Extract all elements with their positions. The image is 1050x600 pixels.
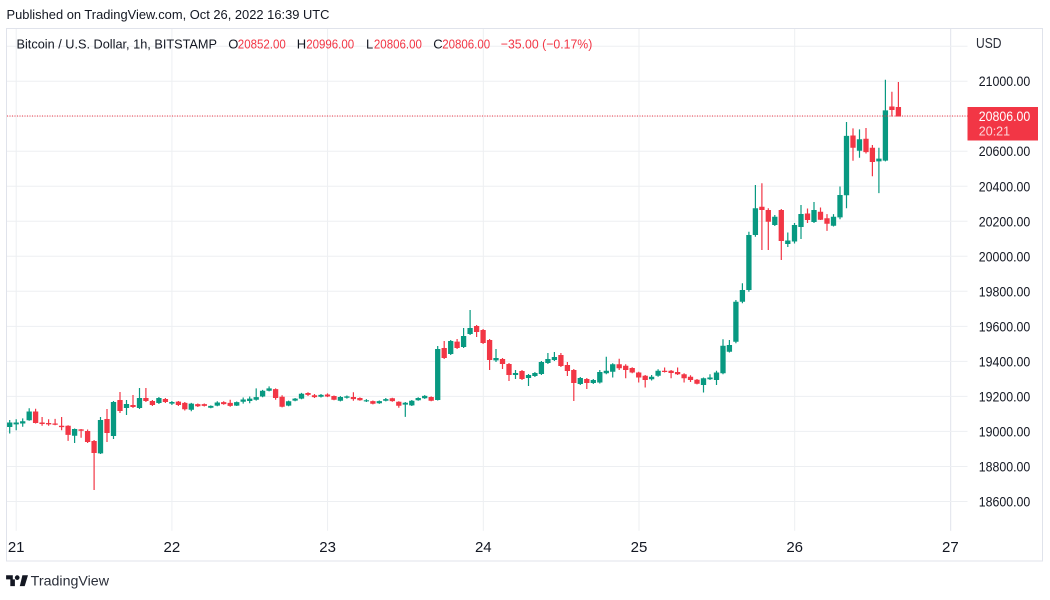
- svg-text:20000.00: 20000.00: [979, 248, 1031, 264]
- svg-text:24: 24: [475, 539, 492, 556]
- svg-text:27: 27: [942, 539, 959, 556]
- svg-text:20852.00: 20852.00: [238, 37, 286, 52]
- svg-text:C: C: [433, 37, 442, 52]
- svg-text:22: 22: [164, 539, 181, 556]
- svg-text:25: 25: [631, 539, 648, 556]
- svg-text:19600.00: 19600.00: [979, 318, 1031, 334]
- svg-text:20996.00: 20996.00: [306, 37, 354, 52]
- svg-text:Bitcoin / U.S. Dollar, 1h, BIT: Bitcoin / U.S. Dollar, 1h, BITSTAMP: [17, 37, 218, 52]
- svg-text:H: H: [297, 37, 306, 52]
- svg-text:20806.00: 20806.00: [979, 108, 1031, 124]
- svg-text:21000.00: 21000.00: [979, 73, 1031, 89]
- svg-text:19200.00: 19200.00: [979, 388, 1031, 404]
- svg-text:TradingView: TradingView: [31, 574, 109, 589]
- svg-text:L: L: [366, 37, 373, 52]
- svg-text:20806.00: 20806.00: [442, 37, 490, 52]
- svg-text:20400.00: 20400.00: [979, 178, 1031, 194]
- svg-text:19800.00: 19800.00: [979, 283, 1031, 299]
- svg-text:18600.00: 18600.00: [979, 494, 1031, 510]
- svg-text:18800.00: 18800.00: [979, 459, 1031, 475]
- svg-text:Published on TradingView.com,: Published on TradingView.com, Oct 26, 20…: [7, 8, 330, 22]
- svg-text:19000.00: 19000.00: [979, 423, 1031, 439]
- svg-text:20600.00: 20600.00: [979, 143, 1031, 159]
- svg-text:O: O: [228, 37, 238, 52]
- svg-text:−35.00 (−0.17%): −35.00 (−0.17%): [501, 37, 593, 52]
- svg-text:USD: USD: [976, 36, 1002, 52]
- svg-text:20200.00: 20200.00: [979, 213, 1031, 229]
- svg-text:21: 21: [8, 539, 25, 556]
- svg-text:23: 23: [319, 539, 336, 556]
- svg-text:26: 26: [786, 539, 803, 556]
- svg-text:19400.00: 19400.00: [979, 353, 1031, 369]
- svg-text:20806.00: 20806.00: [374, 37, 422, 52]
- svg-text:20:21: 20:21: [979, 125, 1010, 139]
